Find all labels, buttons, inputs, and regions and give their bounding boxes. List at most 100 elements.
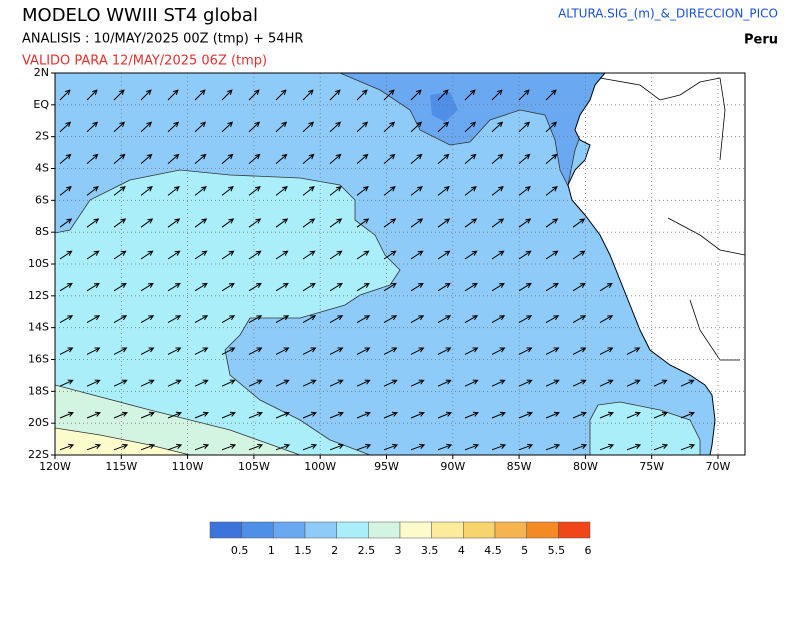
legend-label: 4 <box>458 544 465 557</box>
lon-label: 90W <box>440 460 465 473</box>
direction-arrow <box>464 89 476 101</box>
direction-arrow <box>410 250 424 260</box>
direction-arrow <box>302 411 317 419</box>
direction-arrow <box>221 282 235 292</box>
direction-arrow <box>302 121 315 133</box>
lat-label: 16S <box>28 353 49 366</box>
analysis: ANALISIS : 10/MAY/2025 00Z (tmp) + 54HR <box>22 32 303 47</box>
direction-arrow <box>275 153 288 164</box>
direction-arrow <box>464 121 477 133</box>
direction-arrow <box>140 379 155 387</box>
direction-arrow <box>410 315 425 324</box>
direction-arrow <box>356 89 368 101</box>
lat-label: 18S <box>28 384 49 397</box>
direction-arrow <box>140 315 155 324</box>
direction-arrow <box>545 443 561 451</box>
direction-arrow <box>410 121 423 133</box>
direction-arrow <box>518 186 531 196</box>
direction-arrow <box>356 186 369 196</box>
contour-3-3.5 <box>55 427 191 455</box>
direction-arrow <box>248 315 263 324</box>
direction-arrow <box>383 250 397 260</box>
direction-arrow <box>194 89 206 101</box>
direction-arrow <box>221 89 233 101</box>
lon-label: 105W <box>238 460 270 473</box>
direction-arrow <box>437 153 450 164</box>
direction-arrow <box>275 218 289 228</box>
direction-arrow <box>464 282 478 292</box>
title: MODELO WWIII ST4 global <box>22 5 258 26</box>
direction-arrow <box>248 250 262 260</box>
direction-arrow <box>248 443 264 451</box>
direction-arrow <box>275 411 290 419</box>
direction-arrow <box>86 282 100 292</box>
direction-arrow <box>167 153 180 164</box>
direction-arrow <box>86 443 102 451</box>
direction-arrow <box>248 186 261 196</box>
direction-arrow <box>410 218 424 228</box>
legend-swatch <box>494 521 527 539</box>
direction-arrow <box>86 379 101 387</box>
direction-arrow <box>437 186 450 196</box>
direction-arrow <box>194 443 210 451</box>
direction-arrow <box>167 347 182 355</box>
legend-swatch <box>399 521 432 539</box>
lat-label: 14S <box>28 321 49 334</box>
lat-label: 2S <box>35 130 49 143</box>
direction-arrow <box>491 282 505 292</box>
direction-arrow <box>356 411 371 419</box>
direction-arrow <box>572 443 588 451</box>
direction-arrow <box>599 282 613 292</box>
direction-arrow <box>302 250 316 260</box>
direction-arrow <box>194 250 208 260</box>
direction-arrow <box>518 282 532 292</box>
direction-arrow <box>545 89 557 101</box>
direction-arrow <box>545 121 558 133</box>
direction-arrow <box>653 443 669 451</box>
direction-arrow <box>221 411 236 419</box>
direction-arrow <box>113 443 129 451</box>
direction-arrow <box>518 121 531 133</box>
legend-label: 6 <box>585 544 592 557</box>
direction-arrow <box>356 443 372 451</box>
valid-time: VALIDO PARA 12/MAY/2025 06Z (tmp) <box>22 54 267 69</box>
direction-arrow <box>518 153 531 164</box>
direction-arrow <box>464 218 478 228</box>
direction-arrow <box>572 282 586 292</box>
direction-arrow <box>356 218 370 228</box>
direction-arrow <box>302 153 315 164</box>
direction-arrow <box>491 186 504 196</box>
direction-arrow <box>140 153 153 164</box>
direction-arrow <box>167 379 182 387</box>
direction-arrow <box>113 315 128 324</box>
direction-arrow <box>59 218 73 228</box>
direction-arrow <box>113 121 126 133</box>
direction-arrow <box>545 379 560 387</box>
direction-arrow <box>194 153 207 164</box>
direction-arrow <box>464 186 477 196</box>
legend-label: 1.5 <box>294 544 312 557</box>
direction-arrow <box>59 315 74 324</box>
direction-arrow <box>113 186 126 196</box>
direction-arrow <box>518 218 532 228</box>
direction-arrow <box>410 347 425 355</box>
direction-arrow <box>518 250 532 260</box>
lat-label: EQ <box>33 98 49 111</box>
direction-arrow <box>491 121 504 133</box>
lat-label: 20S <box>28 416 49 429</box>
direction-arrow <box>356 121 369 133</box>
direction-arrow <box>464 153 477 164</box>
direction-arrow <box>140 186 153 196</box>
direction-arrow <box>275 250 289 260</box>
direction-arrow <box>410 411 425 419</box>
direction-arrow <box>59 250 73 260</box>
direction-arrow <box>167 89 179 101</box>
direction-arrow <box>518 347 533 355</box>
direction-arrow <box>194 411 209 419</box>
direction-arrow <box>194 347 209 355</box>
direction-arrow <box>545 347 560 355</box>
direction-arrow <box>410 153 423 164</box>
direction-arrow <box>437 315 452 324</box>
direction-arrow <box>59 121 72 133</box>
